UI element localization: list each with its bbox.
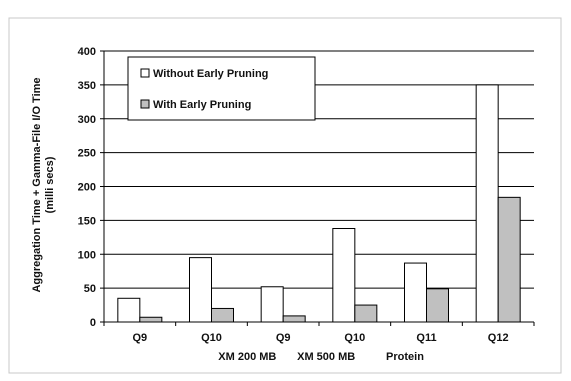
legend-swatch-without-early-pruning <box>140 68 150 78</box>
y-tick-label: 0 <box>90 317 96 329</box>
bar-with-early-pruning <box>497 196 521 323</box>
y-tick-label: 200 <box>78 182 96 194</box>
y-tick-label: 50 <box>84 283 96 295</box>
x-category-label: Q11 <box>416 332 436 344</box>
legend: Without Early Pruning With Early Pruning <box>127 56 316 121</box>
y-tick-label: 100 <box>78 249 96 261</box>
legend-label-without-early-pruning: Without Early Pruning <box>153 68 268 80</box>
y-axis-label: Aggregation Time + Gamma-File I/O Time (… <box>31 77 56 292</box>
bar-with-early-pruning <box>211 307 234 323</box>
y-tick-label: 150 <box>78 215 96 227</box>
bar-with-early-pruning <box>139 316 163 323</box>
x-category-label: Q12 <box>488 332 509 344</box>
x-group-labels: XM 200 MB XM 500 MB Protein <box>218 351 424 363</box>
legend-swatch-with-early-pruning <box>140 99 150 109</box>
x-category-label: Q9 <box>276 332 291 344</box>
legend-box <box>127 56 316 121</box>
y-axis-label-line1: Aggregation Time + Gamma-File I/O Time <box>31 77 43 292</box>
bar-without-early-pruning <box>117 297 141 323</box>
bar-without-early-pruning <box>189 257 212 323</box>
bar-without-early-pruning <box>260 286 284 323</box>
y-axis-label-line2: (milli secs) <box>44 156 56 213</box>
x-category-label: Q9 <box>132 332 147 344</box>
x-category-labels: Q9 Q10 Q9 Q10 Q11 Q12 <box>132 332 508 344</box>
bar-without-early-pruning <box>404 262 427 323</box>
bar-with-early-pruning <box>426 288 449 323</box>
x-group-label: Protein <box>386 351 424 363</box>
y-tick-label: 250 <box>78 148 96 160</box>
gridlines <box>104 50 534 289</box>
y-tick-labels: 0 50 100 150 200 250 300 350 400 <box>78 46 96 329</box>
y-tick-label: 350 <box>78 80 96 92</box>
bar-with-early-pruning <box>282 315 306 323</box>
y-tick-label: 400 <box>78 46 96 58</box>
bar-with-early-pruning <box>354 304 378 323</box>
y-tick-label: 300 <box>78 114 96 126</box>
legend-label-with-early-pruning: With Early Pruning <box>153 99 251 111</box>
x-group-label: XM 500 MB <box>297 351 355 363</box>
x-category-label: Q10 <box>344 332 365 344</box>
x-category-label: Q10 <box>201 332 222 344</box>
axes <box>100 50 535 326</box>
bar-without-early-pruning <box>332 228 356 323</box>
bar-without-early-pruning <box>475 84 499 323</box>
x-group-label: XM 200 MB <box>218 351 276 363</box>
